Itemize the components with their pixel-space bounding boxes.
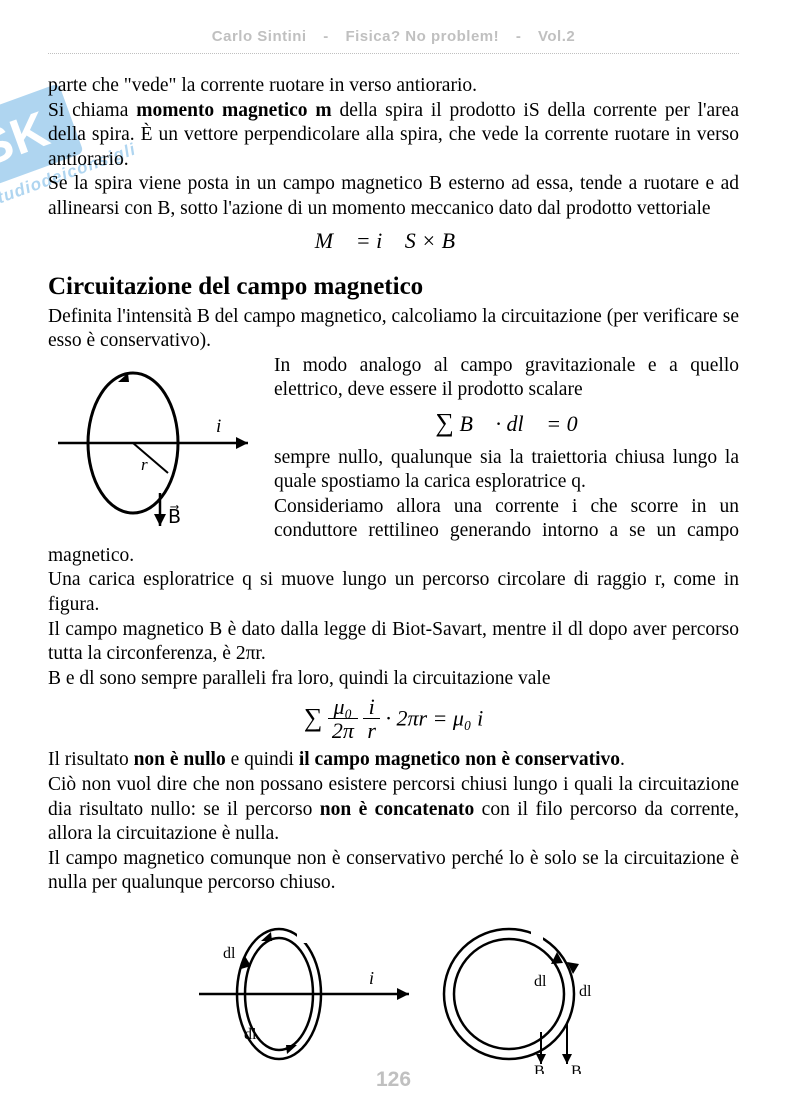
paragraph: Il campo magnetico B è dato dalla legge …: [48, 618, 739, 667]
header-author: Carlo Sintini: [212, 28, 307, 45]
denominator: 2π: [328, 719, 358, 742]
label-dl: dl: [579, 983, 592, 1000]
header-sep: -: [323, 28, 329, 45]
paragraph: parte che "vede" la corrente ruotare in …: [48, 74, 739, 99]
sum-symbol: ∑: [435, 408, 454, 437]
formula-circulation-value: ∑ μ₀ 2π i r · 2πr = μ₀ i: [48, 695, 739, 742]
figure-circulation-1: i r B⃗: [48, 358, 258, 536]
paragraph: Se la spira viene posta in un campo magn…: [48, 172, 739, 221]
label-i: i: [216, 416, 221, 437]
paragraph: Il risultato non è nullo e quindi il cam…: [48, 748, 739, 773]
header-title: Fisica? No problem!: [345, 28, 499, 45]
term-momento-magnetico: momento magnetico m: [136, 100, 331, 121]
label-b: B: [534, 1063, 545, 1074]
formula-momento: M⃗ = i⃗ S × B⃗: [48, 227, 739, 255]
label-dl: dl: [244, 1026, 257, 1043]
formula-tail: · 2πr = μ₀ i: [385, 706, 483, 731]
text: e quindi: [226, 749, 299, 770]
header-volume: Vol.2: [538, 28, 575, 45]
figure-circulation-2: i dl dl dl dl B: [48, 914, 739, 1082]
diagram-two-loops-icon: i dl dl dl dl B: [179, 914, 609, 1074]
paragraph: Si chiama momento magnetico m della spir…: [48, 99, 739, 173]
term-non-concatenato: non è concatenato: [320, 799, 475, 820]
sum-symbol: ∑: [304, 703, 323, 732]
formula-body: B⃗ · dl⃗ = 0: [459, 411, 577, 436]
wrap-block: Definita l'intensità B del campo magneti…: [48, 305, 739, 569]
paragraph: Definita l'intensità B del campo magneti…: [48, 305, 739, 354]
denominator: r: [363, 719, 380, 742]
label-r: r: [141, 455, 148, 474]
page-header: Carlo Sintini - Fisica? No problem! - Vo…: [48, 28, 739, 54]
paragraph: Il campo magnetico comunque non è conser…: [48, 847, 739, 896]
page: Carlo Sintini - Fisica? No problem! - Vo…: [0, 0, 787, 1081]
paragraph: Una carica esploratrice q si muove lungo…: [48, 568, 739, 617]
fraction: i r: [363, 695, 380, 742]
fraction: μ₀ 2π: [328, 695, 358, 742]
page-content: parte che "vede" la corrente ruotare in …: [48, 74, 739, 1081]
text: .: [620, 749, 625, 770]
numerator: i: [363, 695, 380, 719]
term-non-conservativo: il campo magnetico non è conservativo: [299, 749, 620, 770]
text: Il risultato: [48, 749, 134, 770]
label-dl: dl: [223, 945, 236, 962]
text: Si chiama: [48, 100, 136, 121]
label-b: B: [571, 1063, 582, 1074]
term-non-nullo: non è nullo: [134, 749, 226, 770]
numerator: μ₀: [328, 695, 358, 719]
text: Definita l'intensità B del campo magneti…: [48, 306, 739, 352]
header-sep: -: [516, 28, 522, 45]
diagram-loop-icon: i r B⃗: [48, 358, 258, 528]
label-i: i: [369, 968, 374, 988]
label-dl: dl: [534, 973, 547, 990]
paragraph: B e dl sono sempre paralleli fra loro, q…: [48, 667, 739, 692]
paragraph: Ciò non vuol dire che non possano esiste…: [48, 773, 739, 847]
section-heading: Circuitazione del campo magnetico: [48, 271, 739, 303]
label-b: B⃗: [168, 504, 181, 527]
